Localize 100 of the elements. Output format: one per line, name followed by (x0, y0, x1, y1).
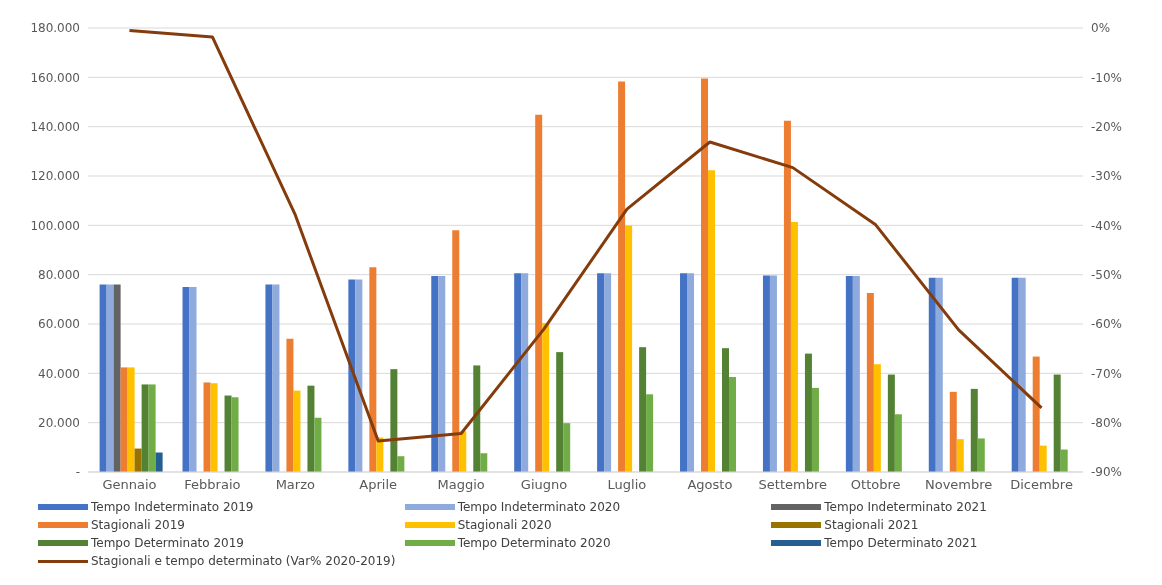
bar (845, 275, 853, 472)
y2-tick-label: -90% (1091, 465, 1123, 480)
bar (873, 364, 881, 472)
bar (604, 273, 612, 472)
bar (708, 170, 716, 472)
bar (949, 391, 957, 472)
bar (1060, 449, 1068, 472)
legend-label: Tempo Indeterminato 2019 (91, 500, 254, 514)
bar (762, 275, 770, 472)
bar (314, 417, 322, 472)
bar (618, 81, 626, 472)
bar (155, 452, 163, 472)
y-tick-label: 100.000 (30, 218, 80, 233)
bar (231, 397, 239, 472)
bar (1053, 374, 1061, 472)
bar (535, 114, 543, 472)
y-tick-label: 60.000 (38, 317, 80, 332)
y2-tick-label: -80% (1091, 415, 1123, 430)
bar (99, 284, 107, 472)
x-tick-label: Marzo (275, 477, 315, 493)
bar (307, 385, 315, 472)
bar (182, 287, 190, 472)
bar (473, 365, 481, 472)
x-tick-label: Luglio (607, 477, 647, 493)
bar (120, 367, 128, 472)
y-tick-label: 20.000 (38, 415, 80, 430)
bar (556, 352, 564, 472)
legend-label: Stagionali e tempo determinato (Var% 2020-2019) (91, 554, 396, 568)
y-tick-label: 80.000 (38, 267, 80, 282)
bar (390, 369, 398, 472)
bar (956, 439, 964, 472)
bar (687, 273, 695, 472)
bar (106, 284, 114, 472)
bar (970, 388, 978, 472)
legend-label: Stagionali 2019 (91, 518, 185, 532)
bar (113, 284, 121, 472)
y-tick-label: - (75, 465, 80, 480)
y2-tick-label: -70% (1091, 366, 1123, 381)
bar (563, 423, 571, 472)
bar (866, 292, 874, 472)
bar (480, 453, 488, 472)
bar (1018, 277, 1026, 472)
bar (355, 279, 363, 472)
y-tick-label: 140.000 (30, 119, 80, 134)
bar (293, 390, 301, 472)
x-tick-label: Maggio (437, 477, 485, 493)
bar (189, 287, 197, 472)
legend-label: Stagionali 2020 (457, 518, 552, 532)
bar (887, 374, 895, 472)
legend-label: Tempo Determinato 2020 (457, 536, 611, 550)
legend-label: Stagionali 2021 (824, 518, 919, 532)
x-tick-label: Agosto (687, 477, 733, 493)
bar (769, 275, 777, 472)
bar (459, 431, 467, 472)
legend-label: Tempo Determinato 2021 (824, 536, 978, 550)
bar (894, 414, 902, 472)
bar (783, 120, 791, 472)
y2-tick-label: -50% (1091, 267, 1123, 282)
y-tick-label: 120.000 (30, 169, 80, 184)
bar (935, 277, 943, 472)
bar (597, 273, 605, 472)
bar (265, 284, 273, 472)
bar (646, 394, 654, 472)
bar (625, 225, 633, 472)
bar (928, 277, 936, 472)
y-tick-label: 160.000 (30, 70, 80, 85)
bar (722, 348, 730, 472)
bar (790, 221, 798, 472)
bar (701, 78, 709, 472)
x-tick-label: Novembre (924, 477, 993, 493)
bar (1039, 445, 1047, 472)
bar (224, 395, 232, 472)
y-tick-label: 40.000 (38, 366, 80, 381)
bar (804, 353, 812, 472)
y2-tick-label: -10% (1091, 70, 1123, 85)
bar (348, 279, 356, 472)
bar (514, 273, 522, 472)
y2-tick-label: -60% (1091, 317, 1123, 332)
bar (977, 438, 985, 472)
bar (210, 383, 218, 472)
bar (431, 275, 439, 472)
bar (852, 275, 860, 472)
bar (542, 323, 550, 472)
x-tick-label: Ottobre (850, 477, 901, 493)
x-tick-label: Gennaio (102, 477, 157, 493)
x-tick-label: Dicembre (1010, 477, 1073, 493)
bar (141, 384, 149, 472)
x-tick-label: Febbraio (184, 477, 241, 493)
bar (729, 377, 737, 472)
x-tick-label: Aprile (359, 477, 398, 493)
legend-label: Tempo Indeterminato 2021 (824, 500, 987, 514)
bar (639, 347, 647, 472)
legend-label: Tempo Indeterminato 2020 (457, 500, 621, 514)
bar (286, 338, 294, 472)
bar (811, 387, 819, 472)
bar (521, 273, 529, 472)
legend-label: Tempo Determinato 2019 (91, 536, 244, 550)
x-tick-label: Settembre (758, 477, 827, 493)
bar (680, 273, 688, 472)
bar (148, 384, 156, 472)
